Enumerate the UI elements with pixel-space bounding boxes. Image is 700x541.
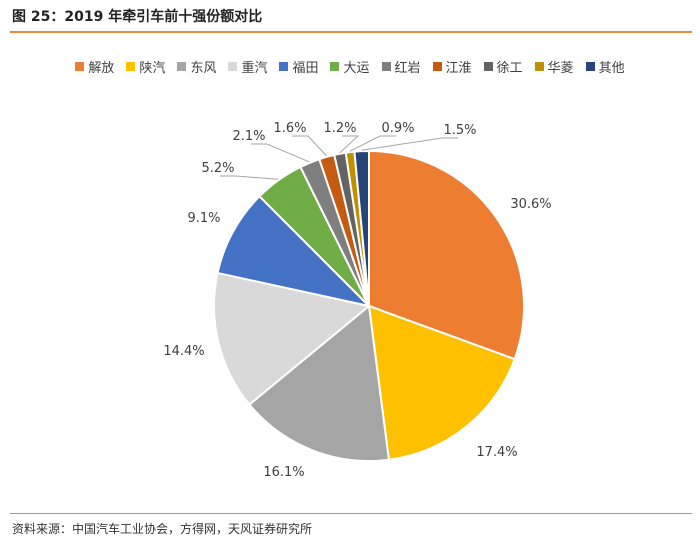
chart-legend: 解放 陕汽 东风 重汽 福田 大运 红岩 江淮 徐工 华菱 其他	[0, 56, 700, 76]
pie-slice	[216, 194, 373, 308]
leader-line	[339, 135, 360, 154]
data-label: 17.4%	[476, 445, 517, 460]
legend-swatch	[177, 61, 187, 71]
legend-swatch	[585, 61, 595, 71]
pie-slice	[353, 149, 370, 307]
legend-label: 东风	[190, 60, 217, 76]
legend-label: 华菱	[547, 60, 574, 76]
pie-slice	[247, 304, 391, 463]
data-label: 16.1%	[263, 465, 304, 480]
legend-label: 徐工	[496, 60, 523, 76]
figure-title: 图 25：2019 年牵引车前十强份额对比	[12, 9, 263, 25]
legend-label: 福田	[292, 60, 319, 76]
source-note: 资料来源：中国汽车工业协会，方得网，天风证券研究所	[12, 522, 313, 536]
data-label: 2.1%	[232, 129, 265, 144]
legend-swatch	[279, 61, 289, 71]
legend-swatch	[330, 61, 340, 71]
legend-label: 红岩	[394, 60, 421, 76]
legend-label: 解放	[88, 60, 115, 76]
leader-line	[292, 135, 327, 157]
pie-slice	[368, 149, 525, 361]
leader-line	[349, 135, 396, 152]
data-label: 1.2%	[323, 121, 356, 136]
data-label: 9.1%	[187, 211, 220, 226]
legend-item: 红岩	[381, 57, 421, 76]
legend-swatch	[75, 61, 85, 71]
pie-chart: 30.6% 17.4% 16.1% 14.4% 9.1% 5.2% 2.1% 1.6% 1.2%…	[163, 121, 551, 480]
legend-label: 大运	[343, 60, 370, 76]
legend-item: 其他	[585, 57, 625, 76]
pie-slice	[367, 304, 516, 461]
data-label: 14.4%	[163, 344, 204, 359]
legend-item: 东风	[177, 57, 216, 76]
legend-item: 大运	[330, 57, 370, 76]
data-label: 1.6%	[273, 121, 306, 136]
legend-item: 徐工	[483, 57, 523, 76]
legend-swatch	[534, 61, 544, 71]
legend-label: 陕汽	[139, 60, 166, 76]
leader-line	[220, 175, 279, 180]
data-label: 5.2%	[201, 161, 234, 176]
data-label: 0.9%	[381, 121, 414, 136]
legend-swatch	[483, 61, 493, 71]
legend-label: 其他	[598, 60, 625, 76]
data-label: 1.5%	[443, 123, 476, 138]
legend-item: 重汽	[228, 57, 267, 76]
leader-line	[361, 137, 458, 151]
legend-swatch	[432, 61, 442, 71]
legend-label: 江淮	[445, 60, 472, 76]
pie-slice	[213, 271, 372, 406]
legend-swatch	[228, 61, 238, 71]
legend-swatch	[381, 61, 391, 71]
legend-item: 华菱	[534, 57, 574, 76]
source-divider	[10, 513, 692, 514]
legend-item: 解放	[75, 57, 114, 76]
title-divider	[10, 31, 692, 33]
legend-item: 江淮	[432, 57, 472, 76]
leader-line	[251, 143, 310, 163]
legend-label: 重汽	[241, 60, 268, 76]
legend-item: 福田	[279, 57, 318, 76]
legend-item: 陕汽	[126, 57, 165, 76]
data-label: 30.6%	[510, 197, 551, 212]
legend-swatch	[126, 61, 136, 71]
